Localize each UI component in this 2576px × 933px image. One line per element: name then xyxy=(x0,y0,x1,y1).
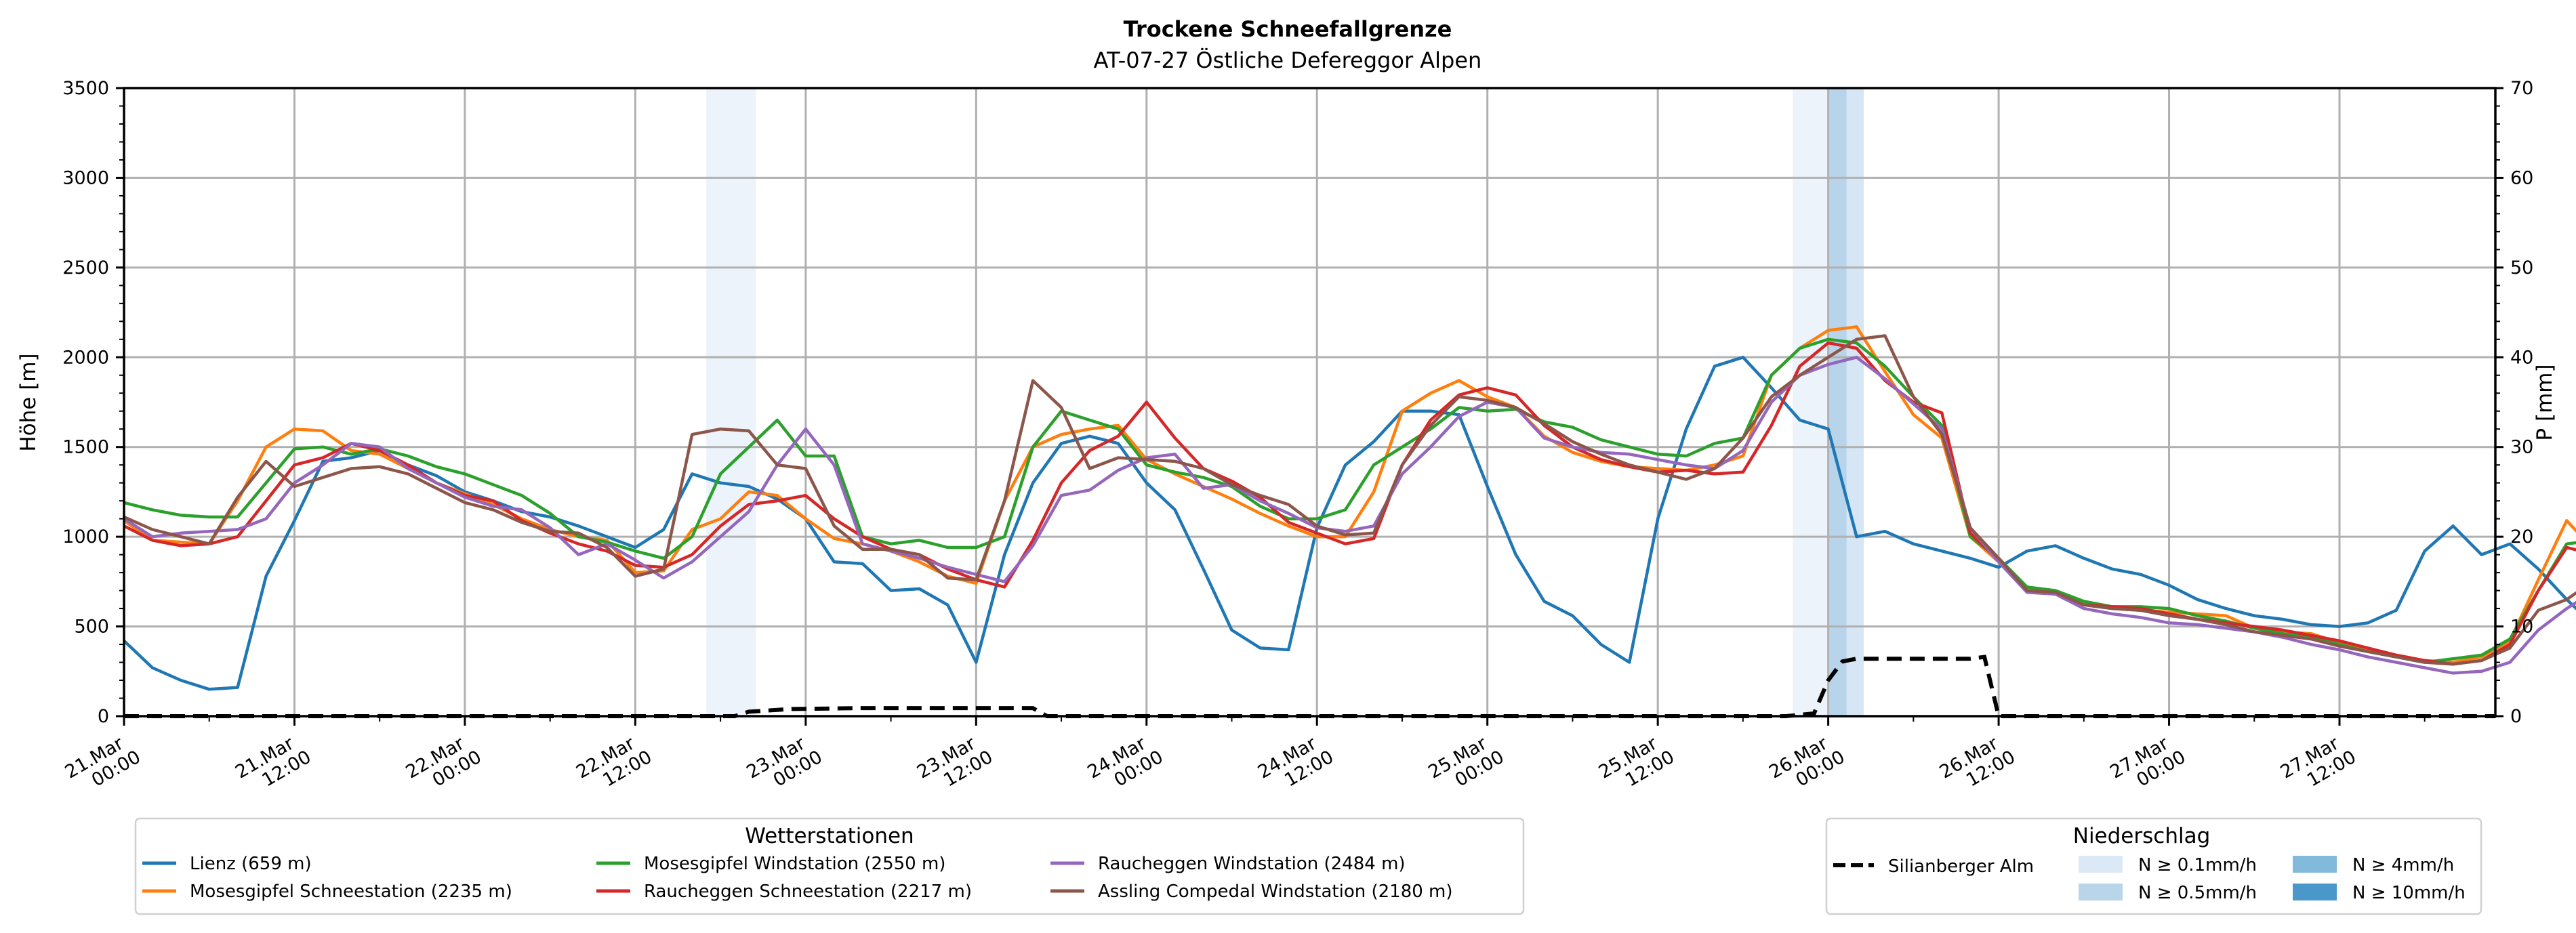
series-line xyxy=(123,337,2576,664)
series-line xyxy=(123,334,2576,666)
precip-bands xyxy=(706,88,1864,716)
chart-title: Trockene Schneefallgrenze xyxy=(1124,16,1452,42)
legend-precip-swatch xyxy=(2293,884,2337,900)
series-line xyxy=(123,356,2576,691)
y-tick-label: 2500 xyxy=(62,257,109,278)
y-tick-label: 3000 xyxy=(62,167,109,188)
y-axis-label: Höhe [m] xyxy=(16,353,41,451)
y-tick-label-right: 0 xyxy=(2510,706,2522,727)
legend-stations-frame xyxy=(134,817,1525,915)
legend-precip-label: N ≥ 0.1mm/h xyxy=(2138,855,2257,875)
legend-label: Raucheggen Windstation (2484 m) xyxy=(1098,854,1406,874)
legend-precip-swatch xyxy=(2079,856,2123,873)
y-tick-label: 2000 xyxy=(62,347,109,368)
y-tick-label: 3500 xyxy=(62,78,109,99)
grid xyxy=(123,87,2495,718)
silianberger-alm-line xyxy=(124,655,2496,718)
y-tick-label: 1000 xyxy=(62,526,109,547)
y-tick-label-right: 50 xyxy=(2510,257,2533,278)
series-line xyxy=(123,356,2576,675)
chart-subtitle: AT-07-27 Östliche Defereggor Alpen xyxy=(1094,47,1482,73)
series-line xyxy=(123,325,2576,664)
precip-band xyxy=(1828,88,1847,716)
y-tick-label: 1500 xyxy=(62,437,109,458)
legend-precip-label: N ≥ 4mm/h xyxy=(2352,855,2454,875)
legend-label: Raucheggen Schneestation (2217 m) xyxy=(644,882,972,902)
legend-silianberger-label: Silianberger Alm xyxy=(1888,856,2034,877)
y-tick-labels: 0 500 1000 1500 2000 2500 3000 3500 0 10 20 30 40 50 6… xyxy=(62,78,2533,727)
legend-label: Lienz (659 m) xyxy=(190,854,312,874)
precip-band xyxy=(1846,88,1864,716)
y-tick-label: 500 xyxy=(74,617,109,638)
legend-precip-swatch xyxy=(2293,856,2337,873)
legend-label: Assling Compedal Windstation (2180 m) xyxy=(1098,882,1453,902)
legend-precip-swatch xyxy=(2079,884,2123,900)
series-lines xyxy=(123,325,2576,718)
legend-label: Mosesgipfel Windstation (2550 m) xyxy=(644,854,945,874)
legend-precip-label: N ≥ 0.5mm/h xyxy=(2138,883,2257,903)
legend-stations: Wetterstationen Lienz (659 m) Mosesgipfel… xyxy=(134,817,1525,915)
legend-stations-title: Wetterstationen xyxy=(745,824,914,848)
legend-precip: Niederschlag Silianberger Alm N ≥ 0.1mm/… xyxy=(1825,817,2482,915)
series-line xyxy=(123,341,2576,666)
y-tick-label: 0 xyxy=(98,706,109,727)
precip-band xyxy=(706,88,756,716)
precip-band xyxy=(1793,88,1828,716)
legend-precip-title: Niederschlag xyxy=(2073,824,2211,848)
y-tick-label-right: 70 xyxy=(2510,78,2533,99)
y-tick-label-right: 30 xyxy=(2510,437,2533,458)
plot-frame xyxy=(123,87,2497,718)
axes xyxy=(116,87,2503,726)
y-tick-label-right: 60 xyxy=(2510,167,2533,188)
y-axis-label-right: P [mm] xyxy=(2533,364,2557,440)
legend-label: Mosesgipfel Schneestation (2235 m) xyxy=(190,882,512,902)
legend-precip-label: N ≥ 10mm/h xyxy=(2352,883,2466,903)
y-tick-label-right: 10 xyxy=(2510,617,2533,638)
y-tick-label-right: 20 xyxy=(2510,526,2533,547)
y-tick-label-right: 40 xyxy=(2510,347,2533,368)
